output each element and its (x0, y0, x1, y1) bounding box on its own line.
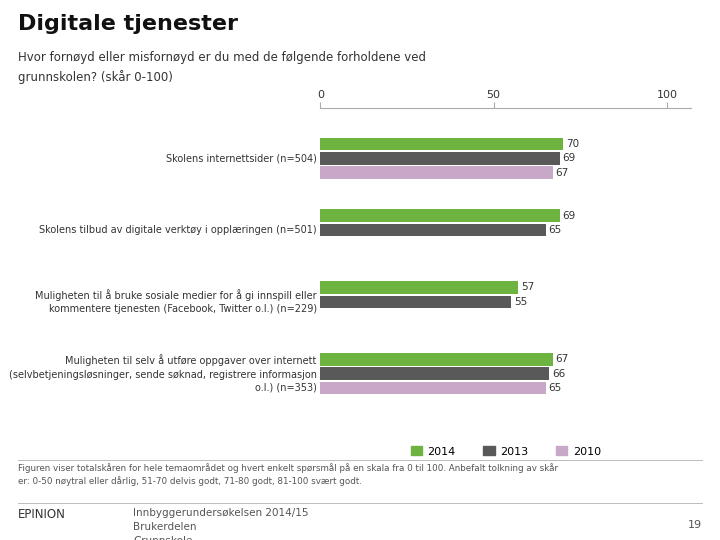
Bar (320, 138, 563, 150)
Text: 70: 70 (566, 139, 579, 149)
Bar (320, 367, 549, 380)
Text: 69: 69 (562, 211, 575, 221)
Bar (320, 166, 552, 179)
Text: 57: 57 (521, 282, 534, 293)
Text: 65: 65 (549, 383, 562, 393)
Text: Figuren viser totalskåren for hele temaområdet og hvert enkelt spørsmål på en sk: Figuren viser totalskåren for hele temao… (18, 463, 558, 485)
Text: 66: 66 (552, 369, 565, 379)
Text: Digitale tjenester: Digitale tjenester (18, 14, 238, 33)
Legend: 2014, 2013, 2010: 2014, 2013, 2010 (406, 442, 606, 461)
Text: 67: 67 (555, 354, 569, 364)
Text: Skolens tilbud av digitale verktøy i opplæringen (n=501): Skolens tilbud av digitale verktøy i opp… (39, 225, 317, 235)
Bar (320, 210, 559, 222)
Text: Muligheten til selv å utføre oppgaver over internett
(selvbetjeningsløsninger, s: Muligheten til selv å utføre oppgaver ov… (9, 354, 317, 393)
Text: Innbyggerundersøkelsen 2014/15
Brukerdelen
Grunnskole: Innbyggerundersøkelsen 2014/15 Brukerdel… (133, 508, 309, 540)
Bar (320, 281, 518, 294)
Text: 65: 65 (549, 225, 562, 235)
Text: Muligheten til å bruke sosiale medier for å gi innspill eller
kommentere tjenest: Muligheten til å bruke sosiale medier fo… (35, 289, 317, 314)
Bar (320, 382, 546, 394)
Text: 55: 55 (514, 297, 527, 307)
Bar (320, 353, 552, 366)
Text: Hvor fornøyd eller misfornøyd er du med de følgende forholdene ved
grunnskolen? : Hvor fornøyd eller misfornøyd er du med … (18, 51, 426, 84)
Text: 69: 69 (562, 153, 575, 163)
Bar (320, 152, 559, 165)
Bar (320, 295, 511, 308)
Text: Skolens internettsider (n=504): Skolens internettsider (n=504) (166, 153, 317, 163)
Bar (320, 224, 546, 237)
Text: EPINION: EPINION (18, 508, 66, 521)
Text: 67: 67 (555, 167, 569, 178)
Text: 19: 19 (688, 520, 702, 530)
